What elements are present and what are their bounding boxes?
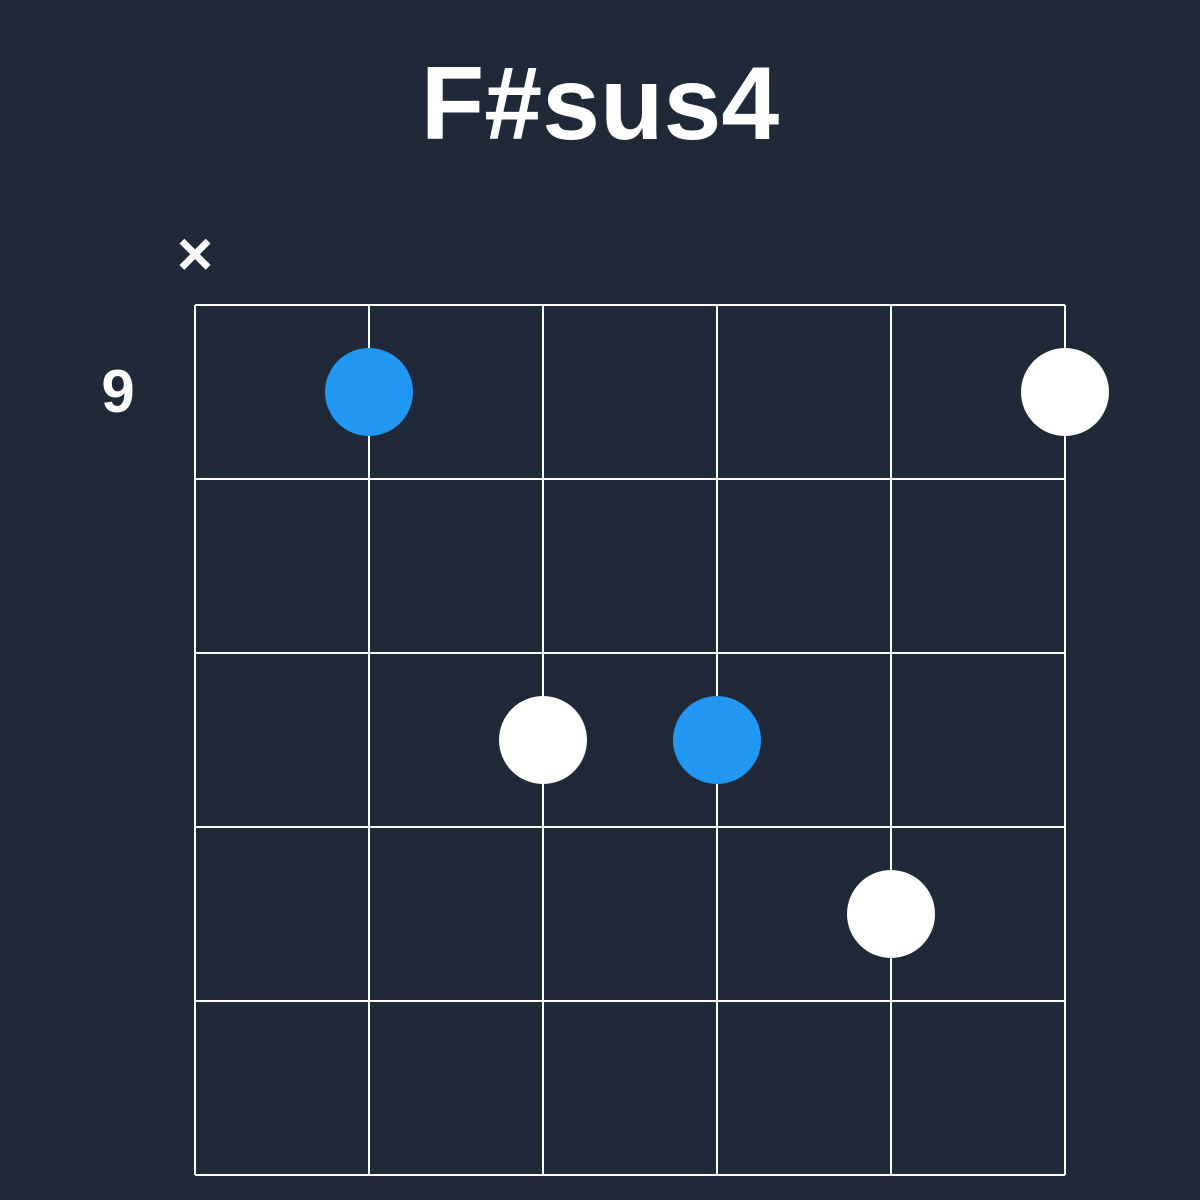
fretboard <box>195 305 1065 1175</box>
starting-fret-label: 9 <box>101 362 134 422</box>
note-dot <box>499 696 587 784</box>
root-note-dot <box>673 696 761 784</box>
fret-line <box>195 826 1065 828</box>
string-line <box>194 305 196 1175</box>
chord-title: F#sus4 <box>0 45 1200 164</box>
note-dot <box>847 870 935 958</box>
mute-mark: × <box>177 224 213 286</box>
note-dot <box>1021 348 1109 436</box>
fret-line <box>195 1174 1065 1176</box>
fret-line <box>195 1000 1065 1002</box>
fret-line <box>195 478 1065 480</box>
string-line <box>890 305 892 1175</box>
fret-line <box>195 652 1065 654</box>
chord-diagram <box>0 164 1200 1200</box>
root-note-dot <box>325 348 413 436</box>
fret-line <box>195 304 1065 306</box>
